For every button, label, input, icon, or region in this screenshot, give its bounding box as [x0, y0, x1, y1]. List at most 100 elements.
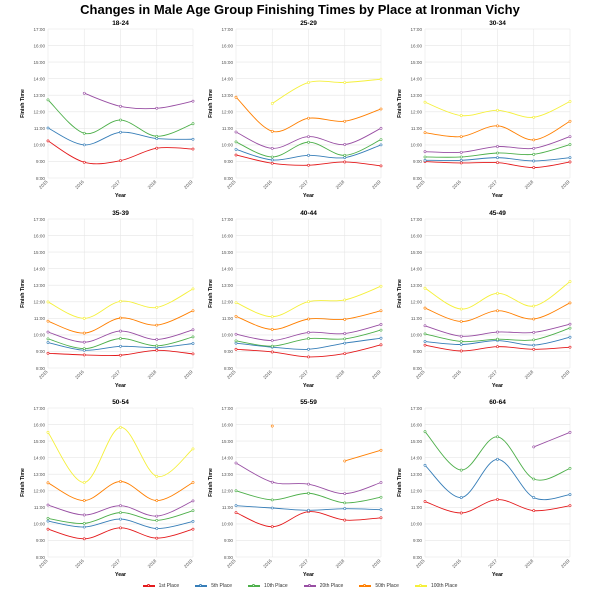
- data-point-1st-place: [496, 161, 499, 165]
- data-point-1st-place: [155, 146, 159, 150]
- legend-item-100th[interactable]: 100th Place: [414, 583, 457, 589]
- data-point-100th-place: [343, 81, 347, 84]
- data-point-1st-place: [307, 163, 310, 167]
- data-point-10th-place: [459, 155, 463, 159]
- y-tick-label: 14:00: [411, 455, 423, 460]
- data-point-1st-place: [234, 347, 238, 351]
- y-tick-label: 15:00: [222, 250, 234, 255]
- data-point-100th-place: [532, 304, 536, 308]
- data-point-50th-place: [568, 301, 572, 305]
- legend-item-10th[interactable]: 10th Place: [248, 583, 288, 589]
- data-point-100th-place: [82, 481, 86, 484]
- data-point-10th-place: [191, 122, 195, 126]
- y-tick-label: 10:00: [222, 143, 234, 148]
- data-point-50th-place: [307, 116, 310, 120]
- data-point-1st-place: [270, 161, 274, 165]
- legend-item-50th[interactable]: 50th Place: [359, 583, 399, 589]
- data-point-20th-place: [423, 150, 427, 154]
- y-tick-label: 11:00: [411, 316, 423, 321]
- data-point-20th-place: [155, 338, 159, 341]
- data-point-5th-place: [234, 504, 238, 508]
- data-point-100th-place: [379, 77, 383, 81]
- y-tick-label: 16:00: [222, 233, 234, 238]
- y-tick-label: 10:00: [222, 522, 234, 527]
- legend-swatch: [414, 583, 427, 587]
- data-point-1st-place: [155, 536, 159, 540]
- panel-title: 55-59: [300, 399, 317, 406]
- legend-item-1st[interactable]: 1st Place: [142, 583, 179, 589]
- y-tick-label: 12:00: [411, 489, 423, 494]
- data-point-1st-place: [343, 160, 347, 164]
- data-point-5th-place: [343, 507, 347, 511]
- data-point-50th-place: [379, 309, 383, 313]
- y-tick-label: 9:00: [224, 349, 233, 354]
- data-point-20th-place: [568, 322, 572, 326]
- data-point-100th-place: [307, 81, 310, 84]
- data-point-100th-place: [82, 316, 86, 320]
- data-point-20th-place: [379, 126, 383, 130]
- y-tick-label: 10:00: [411, 143, 423, 148]
- data-point-10th-place: [379, 138, 383, 141]
- y-tick-label: 8:00: [224, 176, 233, 181]
- data-point-5th-place: [191, 137, 195, 141]
- data-point-1st-place: [532, 509, 536, 513]
- data-point-1st-place: [459, 161, 463, 165]
- y-tick-label: 13:00: [222, 283, 234, 288]
- data-point-10th-place: [234, 489, 238, 493]
- y-tick-label: 13:00: [222, 93, 234, 98]
- y-tick-label: 16:00: [222, 422, 234, 427]
- data-point-5th-place: [46, 519, 50, 523]
- data-point-5th-place: [234, 341, 238, 345]
- data-point-1st-place: [568, 504, 572, 508]
- y-axis-label: Finish Time: [20, 89, 26, 118]
- data-point-10th-place: [532, 152, 536, 156]
- y-tick-label: 16:00: [34, 43, 46, 48]
- data-point-50th-place: [459, 135, 463, 139]
- y-tick-label: 10:00: [34, 522, 46, 527]
- data-point-20th-place: [82, 91, 86, 95]
- data-point-50th-place: [82, 331, 86, 335]
- data-point-1st-place: [568, 345, 572, 349]
- x-tick-label: 2015: [415, 369, 426, 380]
- y-tick-label: 14:00: [222, 266, 234, 271]
- data-point-1st-place: [423, 500, 427, 503]
- x-tick-label: 2018: [147, 558, 158, 569]
- y-tick-label: 12:00: [34, 489, 46, 494]
- x-tick-label: 2017: [298, 369, 309, 380]
- panel-title: 50-54: [112, 399, 129, 406]
- data-point-1st-place: [496, 345, 499, 349]
- legend-item-20th[interactable]: 20th Place: [303, 583, 343, 589]
- x-tick-label: 2015: [415, 179, 426, 190]
- y-tick-label: 13:00: [411, 472, 423, 477]
- data-point-10th-place: [379, 495, 383, 499]
- data-point-10th-place: [532, 477, 536, 481]
- x-tick-label: 2017: [487, 558, 498, 569]
- data-point-100th-place: [119, 425, 122, 429]
- legend-item-5th[interactable]: 5th Place: [195, 583, 232, 589]
- y-axis-label: Finish Time: [20, 468, 26, 497]
- y-tick-label: 10:00: [222, 333, 234, 338]
- data-point-5th-place: [119, 517, 122, 521]
- y-tick-label: 17:00: [34, 217, 46, 222]
- data-point-1st-place: [423, 343, 427, 347]
- data-point-10th-place: [307, 140, 310, 144]
- data-point-5th-place: [119, 344, 122, 348]
- data-point-50th-place: [82, 499, 86, 502]
- data-point-1st-place: [119, 526, 122, 530]
- y-tick-label: 16:00: [222, 43, 234, 48]
- data-point-20th-place: [46, 503, 50, 507]
- data-point-5th-place: [423, 340, 427, 343]
- data-point-5th-place: [270, 158, 274, 162]
- data-point-5th-place: [496, 457, 499, 461]
- panel-25-29: 25-29 8:00 9:00 10:00 11:00 12:00 13:00 14:00 15…: [208, 20, 383, 199]
- data-point-5th-place: [82, 525, 86, 529]
- data-point-10th-place: [459, 468, 463, 472]
- data-point-1st-place: [46, 351, 50, 355]
- data-point-20th-place: [532, 331, 536, 334]
- y-tick-label: 15:00: [411, 439, 423, 444]
- x-tick-label: 2018: [147, 179, 158, 190]
- y-tick-label: 17:00: [222, 406, 234, 411]
- legend-swatch: [359, 583, 372, 587]
- y-tick-label: 11:00: [222, 126, 234, 131]
- data-point-5th-place: [568, 335, 572, 339]
